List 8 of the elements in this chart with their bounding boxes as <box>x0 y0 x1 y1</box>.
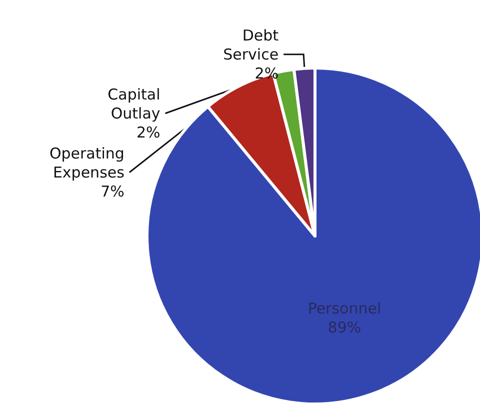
slice-label: Operating Expenses <box>49 144 125 182</box>
data-label: 2% <box>254 64 279 82</box>
data-label: 2% <box>136 123 160 142</box>
slice-label: Personnel <box>308 299 382 318</box>
slice-label: Debt Service <box>223 26 279 64</box>
data-label: 7% <box>100 182 124 200</box>
slice-label: Capital Outlay <box>108 85 160 122</box>
data-label: 89% <box>328 318 362 336</box>
